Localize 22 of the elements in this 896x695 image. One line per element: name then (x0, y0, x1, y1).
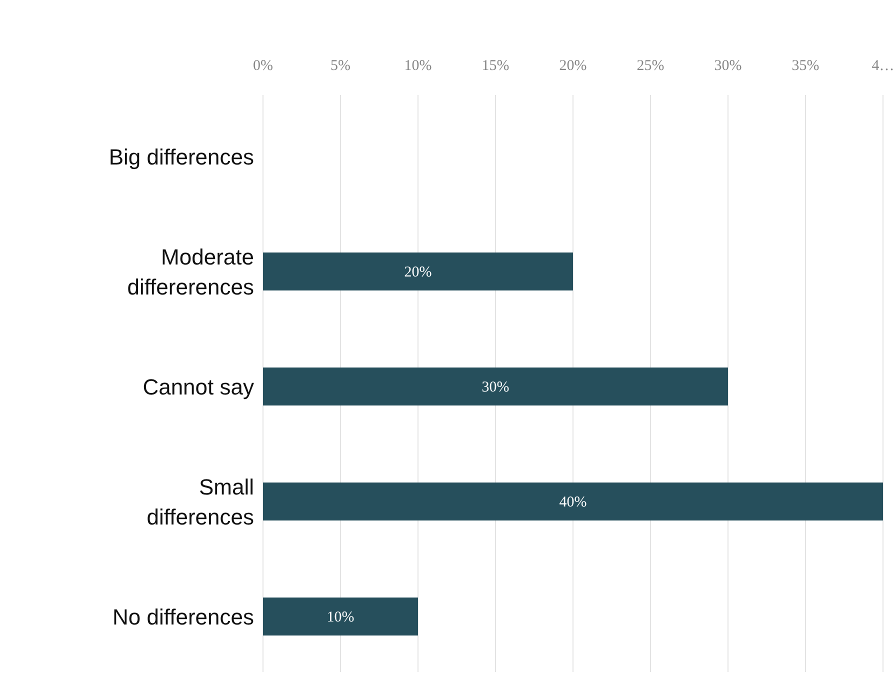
bar (263, 482, 883, 520)
data-label: 40% (559, 494, 587, 511)
x-tick-label: 10% (404, 58, 432, 74)
x-tick-label: 4… (872, 58, 894, 74)
bar (263, 368, 728, 406)
y-tick-label: Big differences (108, 144, 254, 170)
data-label: 30% (482, 380, 510, 396)
x-tick-label: 35% (792, 58, 820, 74)
x-tick-label: 30% (714, 58, 742, 74)
bar (263, 252, 573, 290)
y-tick-label: Moderate differerences (127, 244, 254, 300)
data-label: 20% (404, 264, 432, 280)
x-tick-label: 25% (636, 58, 664, 74)
x-tick-label: 15% (482, 58, 510, 74)
y-tick-label: Small differences (146, 474, 254, 530)
y-tick-label: No differences (112, 604, 254, 630)
y-tick-label: Cannot say (142, 374, 254, 400)
x-tick-label: 0% (253, 58, 273, 74)
data-label: 10% (326, 610, 354, 626)
x-tick-label: 20% (559, 58, 587, 74)
x-tick-label: 5% (330, 58, 350, 74)
bar (263, 598, 418, 636)
